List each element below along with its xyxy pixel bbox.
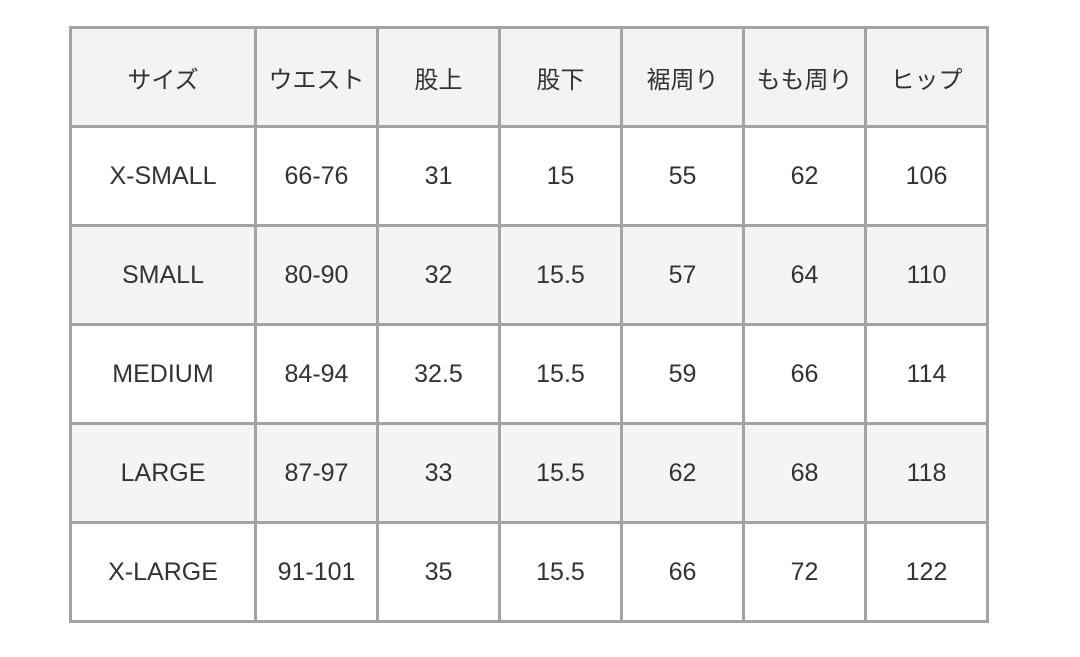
size-label-cell: LARGE (69, 422, 257, 524)
table-cell: 110 (864, 224, 989, 326)
table-cell: 80-90 (254, 224, 379, 326)
header-row: サイズ ウエスト 股上 股下 裾周り もも周り ヒップ (69, 26, 989, 128)
column-header: もも周り (742, 26, 867, 128)
table-cell: 32 (376, 224, 501, 326)
table-cell: 68 (742, 422, 867, 524)
table-row: MEDIUM 84-94 32.5 15.5 59 66 114 (69, 323, 989, 425)
table-cell: 87-97 (254, 422, 379, 524)
column-header: ヒップ (864, 26, 989, 128)
table-cell: 66 (620, 521, 745, 623)
size-label-cell: X-SMALL (69, 125, 257, 227)
table-cell: 15 (498, 125, 623, 227)
table-cell: 122 (864, 521, 989, 623)
table-cell: 72 (742, 521, 867, 623)
table-cell: 33 (376, 422, 501, 524)
table-row: X-SMALL 66-76 31 15 55 62 106 (69, 125, 989, 227)
table-cell: 64 (742, 224, 867, 326)
column-header: 股下 (498, 26, 623, 128)
table-cell: 118 (864, 422, 989, 524)
table-cell: 106 (864, 125, 989, 227)
table-row: LARGE 87-97 33 15.5 62 68 118 (69, 422, 989, 524)
table-cell: 114 (864, 323, 989, 425)
table-cell: 62 (620, 422, 745, 524)
table-cell: 15.5 (498, 323, 623, 425)
size-label-cell: SMALL (69, 224, 257, 326)
table-cell: 32.5 (376, 323, 501, 425)
table-cell: 15.5 (498, 224, 623, 326)
table-cell: 84-94 (254, 323, 379, 425)
column-header: 股上 (376, 26, 501, 128)
column-header: サイズ (69, 26, 257, 128)
table-cell: 15.5 (498, 422, 623, 524)
table-cell: 59 (620, 323, 745, 425)
column-header: 裾周り (620, 26, 745, 128)
size-label-cell: X-LARGE (69, 521, 257, 623)
table-cell: 91-101 (254, 521, 379, 623)
table-row: X-LARGE 91-101 35 15.5 66 72 122 (69, 521, 989, 623)
table-cell: 66 (742, 323, 867, 425)
table-cell: 57 (620, 224, 745, 326)
table-cell: 15.5 (498, 521, 623, 623)
table-row: SMALL 80-90 32 15.5 57 64 110 (69, 224, 989, 326)
table-cell: 62 (742, 125, 867, 227)
size-label-cell: MEDIUM (69, 323, 257, 425)
size-chart-table: サイズ ウエスト 股上 股下 裾周り もも周り ヒップ X-SMALL 66-76 31 15 55 6… (69, 26, 989, 623)
table-cell: 31 (376, 125, 501, 227)
table-cell: 35 (376, 521, 501, 623)
table-cell: 55 (620, 125, 745, 227)
table-cell: 66-76 (254, 125, 379, 227)
column-header: ウエスト (254, 26, 379, 128)
